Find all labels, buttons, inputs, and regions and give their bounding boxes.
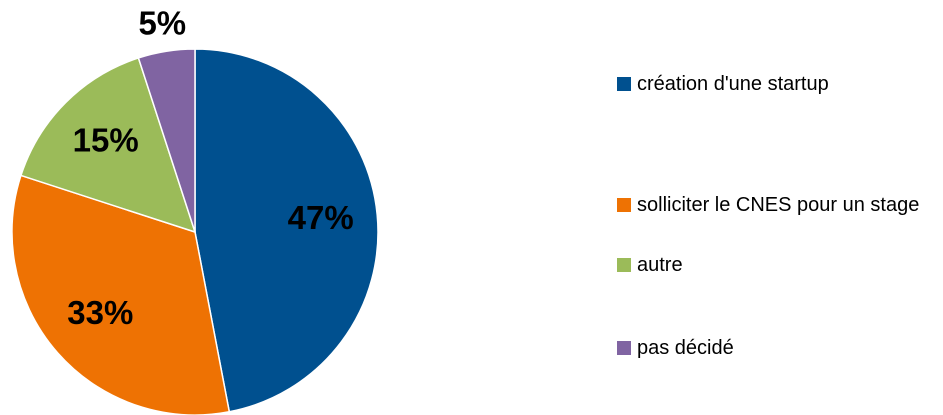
pie-slice: [11, 174, 231, 415]
legend-label: pas décidé: [637, 337, 734, 359]
legend-swatch: [617, 341, 631, 355]
legend-label: création d'une startup: [637, 73, 829, 95]
data-label: 5%: [138, 4, 186, 41]
legend-swatch: [617, 258, 631, 272]
legend-item: autre: [617, 249, 927, 281]
pie-slice: [194, 48, 379, 413]
data-label: 47%: [288, 199, 354, 236]
data-label: 15%: [73, 121, 139, 158]
legend-swatch: [617, 77, 631, 91]
legend-swatch: [617, 198, 631, 212]
pie-slice: [137, 48, 196, 233]
legend-item: solliciter le CNES pour un stage: [617, 189, 927, 221]
legend-label: solliciter le CNES pour un stage: [637, 194, 920, 216]
legend-item: création d'une startup: [617, 68, 927, 100]
legend-item: pas décidé: [617, 332, 927, 364]
pie-slice: [20, 57, 197, 234]
legend-label: autre: [637, 254, 683, 276]
data-label: 33%: [67, 294, 133, 331]
